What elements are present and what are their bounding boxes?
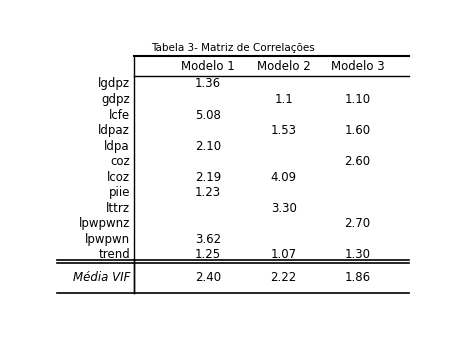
Text: coz: coz [110,155,130,168]
Text: 1.30: 1.30 [345,248,370,261]
Text: 2.70: 2.70 [345,217,370,230]
Text: 2.22: 2.22 [271,272,297,284]
Text: 1.86: 1.86 [345,272,370,284]
Text: 3.62: 3.62 [195,233,221,246]
Text: ldpaz: ldpaz [98,124,130,137]
Text: 1.10: 1.10 [345,93,370,106]
Text: Modelo 3: Modelo 3 [331,60,385,73]
Text: lttrz: lttrz [106,202,130,215]
Text: lgdpz: lgdpz [98,78,130,90]
Text: 3.30: 3.30 [271,202,296,215]
Text: piie: piie [109,186,130,199]
Text: lcoz: lcoz [107,171,130,184]
Text: 1.36: 1.36 [195,78,221,90]
Text: lpwpwnz: lpwpwnz [79,217,130,230]
Text: 2.60: 2.60 [345,155,370,168]
Text: 5.08: 5.08 [195,109,221,121]
Text: 2.10: 2.10 [195,139,221,153]
Text: trend: trend [98,248,130,261]
Text: 1.25: 1.25 [195,248,221,261]
Text: 1.07: 1.07 [271,248,297,261]
Text: Modelo 2: Modelo 2 [257,60,311,73]
Text: ldpa: ldpa [104,139,130,153]
Text: 1.60: 1.60 [345,124,370,137]
Text: Tabela 3- Matriz de Correlações: Tabela 3- Matriz de Correlações [151,43,315,53]
Text: 2.40: 2.40 [195,272,221,284]
Text: Média VIF: Média VIF [73,272,130,284]
Text: gdpz: gdpz [101,93,130,106]
Text: 2.19: 2.19 [195,171,221,184]
Text: 4.09: 4.09 [271,171,297,184]
Text: lcfe: lcfe [109,109,130,121]
Text: lpwpwn: lpwpwn [85,233,130,246]
Text: Modelo 1: Modelo 1 [181,60,235,73]
Text: 1.1: 1.1 [274,93,293,106]
Text: 1.23: 1.23 [195,186,221,199]
Text: 1.53: 1.53 [271,124,297,137]
